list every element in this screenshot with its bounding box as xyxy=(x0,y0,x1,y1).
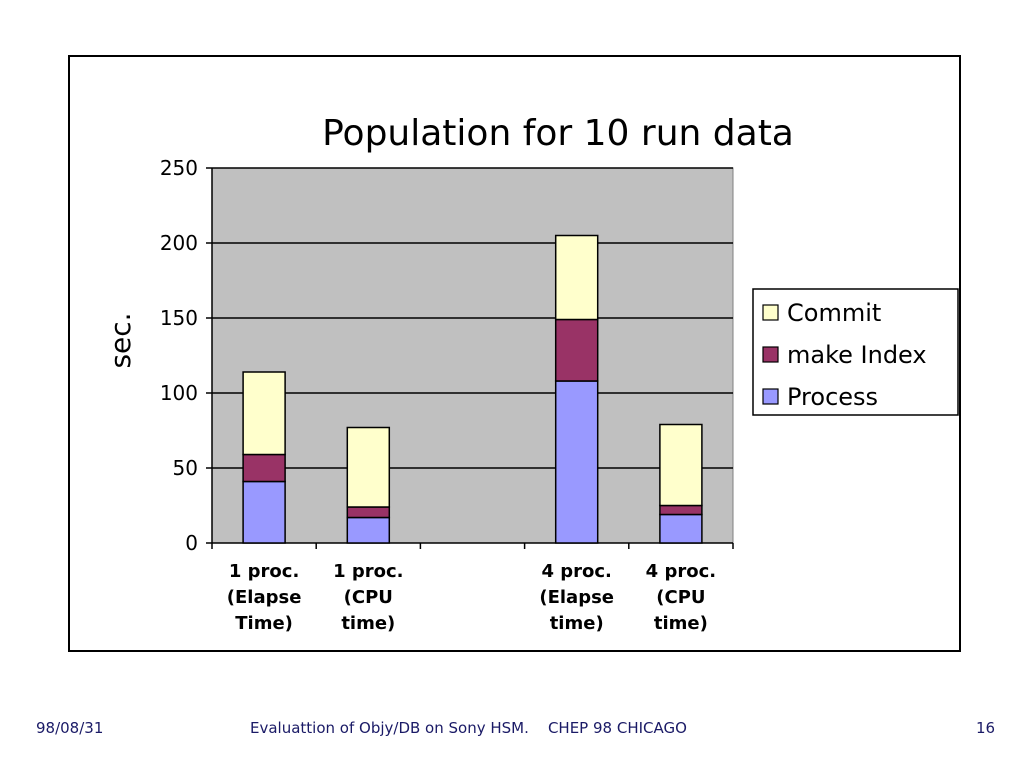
bar-process xyxy=(242,480,286,544)
legend-swatch xyxy=(762,346,779,363)
x-tick-label: 1 proc. xyxy=(333,561,403,582)
y-tick-label: 250 xyxy=(160,156,198,180)
legend-label: Process xyxy=(787,383,878,411)
legend-box xyxy=(752,288,959,416)
x-tick-label: 4 proc. xyxy=(541,561,611,582)
bar-commit xyxy=(554,234,599,321)
bar-make-index xyxy=(242,453,286,483)
y-axis-label: sec. xyxy=(104,312,137,368)
x-tick-label: 1 proc. xyxy=(229,561,299,582)
bar-make-index xyxy=(554,318,599,382)
bar-process xyxy=(554,380,599,544)
x-tick-label: (CPU xyxy=(344,587,393,608)
plot-area xyxy=(211,167,734,544)
x-tick-label: 4 proc. xyxy=(646,561,716,582)
x-tick-label: (Elapse xyxy=(227,587,302,608)
legend-swatch xyxy=(762,388,779,405)
x-tick-label: time) xyxy=(550,613,604,634)
bar-commit xyxy=(242,371,286,456)
legend-label: Commit xyxy=(787,299,881,327)
y-tick-label: 100 xyxy=(160,381,198,405)
footer-presentation-title: Evaluattion of Objy/DB on Sony HSM. CHEP… xyxy=(250,719,687,737)
bar-make-index xyxy=(346,506,391,519)
bar-make-index xyxy=(659,504,703,516)
x-tick-label: (Elapse xyxy=(539,587,614,608)
chart-svg: 0 50 100 150 200 250 1 proc. (Elapse Time) 1 proc… xyxy=(104,113,959,634)
bar-process xyxy=(659,513,703,544)
footer-page-number: 16 xyxy=(976,719,996,737)
chart-frame: 0 50 100 150 200 250 1 proc. (Elapse Time) 1 proc… xyxy=(68,55,961,652)
y-tick-label: 0 xyxy=(185,531,198,555)
legend-label: make Index xyxy=(787,341,927,369)
bar-process xyxy=(346,516,391,544)
footer-date: 98/08/31 xyxy=(36,719,104,737)
x-tick-label: time) xyxy=(654,613,708,634)
y-tick-label: 150 xyxy=(160,306,198,330)
y-tick-label: 50 xyxy=(173,456,198,480)
legend-swatch xyxy=(762,304,779,321)
y-tick-label: 200 xyxy=(160,231,198,255)
x-tick-label: Time) xyxy=(235,613,293,634)
chart-title: Population for 10 run data xyxy=(322,113,794,154)
x-tick-label: (CPU xyxy=(656,587,705,608)
bar-commit xyxy=(659,423,703,507)
x-tick-label: time) xyxy=(341,613,395,634)
bar-commit xyxy=(346,426,391,508)
